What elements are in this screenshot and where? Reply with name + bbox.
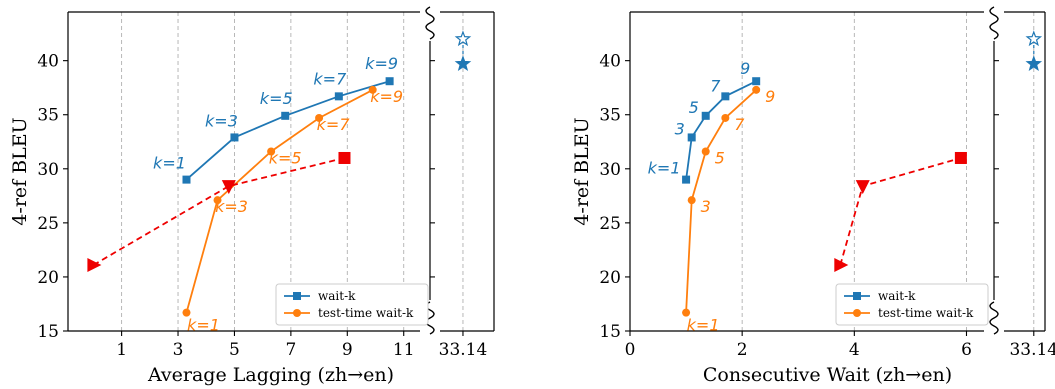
y-tick-label: 25 — [37, 214, 59, 234]
test-time-wait-k-point — [682, 308, 691, 317]
point-label: k=7 — [317, 115, 351, 134]
wait-k-point — [281, 111, 290, 120]
point-label: 9 — [740, 59, 750, 78]
red-triangle-down-point — [855, 180, 870, 195]
point-label: 7 — [734, 115, 745, 134]
wait-k-point — [682, 175, 691, 184]
test-time-wait-k-point — [315, 113, 324, 122]
y-tick-label: 20 — [37, 268, 59, 288]
point-label: k=3 — [205, 111, 238, 130]
y-axis-label: 4-ref BLEU — [571, 117, 593, 225]
legend-marker-square — [293, 292, 301, 300]
red-square-point — [338, 151, 351, 164]
red-triangle-down-point — [221, 180, 236, 195]
axis-break-mark-top — [989, 6, 999, 40]
test-time-wait-k-point — [368, 85, 377, 94]
x-tick-label: 11 — [393, 340, 415, 360]
red-triangle-right-point — [834, 258, 849, 273]
point-label: k=5 — [269, 148, 302, 167]
test-time-wait-k-point — [182, 308, 191, 317]
x-tick-label: 5 — [229, 340, 240, 360]
y-tick-label: 35 — [599, 106, 621, 126]
legend-box — [835, 283, 989, 326]
point-label: k=1 — [187, 316, 220, 335]
point-label: k=5 — [260, 89, 293, 108]
x-tick-label: 9 — [342, 340, 353, 360]
x-axis-label: Average Lagging (zh→en) — [147, 364, 394, 386]
series-line-1 — [685, 89, 757, 313]
point-label: k=9 — [370, 87, 403, 106]
legend-label: wait-k — [318, 289, 356, 303]
x-tick-label: 0 — [625, 340, 636, 360]
legend-marker-square — [853, 292, 861, 300]
test-time-wait-k-point — [687, 196, 696, 205]
series-line-2 — [839, 157, 962, 266]
wait-k-point — [230, 133, 239, 142]
point-label: 3 — [675, 119, 685, 138]
x-tick-label: 4 — [849, 340, 860, 360]
star-hollow-point — [454, 30, 472, 47]
point-label: k=7 — [313, 69, 347, 88]
wait-k-point — [334, 92, 343, 101]
point-label: k=9 — [365, 54, 398, 73]
x-tick-label-break: 33.14 — [439, 340, 488, 360]
y-tick-label: 40 — [599, 52, 621, 72]
point-label: k=1 — [687, 316, 720, 335]
test-time-wait-k-point — [721, 113, 730, 122]
point-label: 5 — [689, 98, 699, 117]
x-tick-label: 2 — [737, 340, 748, 360]
series-line-2 — [92, 157, 345, 266]
red-square-point — [954, 151, 967, 164]
x-tick-label: 1 — [116, 340, 127, 360]
legend-marker-circle — [853, 309, 861, 317]
axis-break-mark-bottom — [989, 301, 999, 335]
x-tick-label: 6 — [961, 340, 972, 360]
point-label: 9 — [765, 87, 775, 106]
legend-marker-circle — [293, 309, 301, 317]
x-tick-label: 3 — [173, 340, 184, 360]
point-label: 7 — [710, 76, 721, 95]
star-filled-point — [454, 55, 472, 71]
point-label: k=1 — [153, 154, 186, 173]
legend-label: wait-k — [878, 289, 916, 303]
wait-k-point — [182, 175, 191, 184]
wait-k-point — [687, 133, 696, 142]
wait-k-point — [701, 111, 710, 120]
red-triangle-right-point — [87, 258, 102, 273]
y-tick-label: 35 — [37, 106, 59, 126]
legend-label: test-time wait-k — [878, 306, 974, 320]
y-tick-label: 30 — [599, 160, 621, 180]
y-tick-label: 40 — [37, 52, 59, 72]
y-tick-label: 30 — [37, 160, 59, 180]
y-tick-label: 15 — [599, 322, 621, 342]
x-tick-label: 7 — [285, 340, 296, 360]
y-tick-label: 15 — [37, 322, 59, 342]
test-time-wait-k-point — [213, 196, 222, 205]
y-tick-label: 20 — [599, 268, 621, 288]
legend-box — [275, 283, 429, 326]
test-time-wait-k-point — [267, 147, 276, 156]
x-tick-label-break: 33.14 — [1009, 340, 1055, 360]
test-time-wait-k-point — [701, 147, 710, 156]
x-axis-label: Consecutive Wait (zh→en) — [703, 364, 952, 386]
point-label: 5 — [715, 148, 725, 167]
wait-k-point — [721, 92, 730, 101]
legend-label: test-time wait-k — [318, 306, 414, 320]
point-label: k=1 — [648, 159, 681, 178]
point-label: 3 — [701, 197, 711, 216]
point-label: k=3 — [215, 197, 248, 216]
star-hollow-point — [1025, 30, 1043, 47]
axis-break-mark-top — [425, 6, 435, 40]
wait-k-point — [385, 77, 394, 86]
star-filled-point — [1025, 55, 1043, 71]
wait-k-point — [752, 77, 761, 86]
y-tick-label: 25 — [599, 214, 621, 234]
y-axis-label: 4-ref BLEU — [9, 117, 31, 225]
test-time-wait-k-point — [752, 85, 761, 94]
